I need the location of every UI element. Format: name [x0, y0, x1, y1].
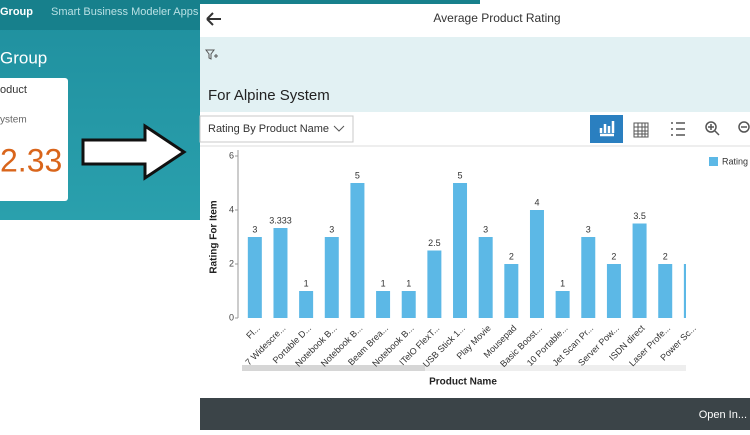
panel-subtitle: For Alpine System	[208, 87, 330, 104]
scrollbar-thumb[interactable]	[242, 365, 425, 371]
y-tick-label: 6	[229, 150, 234, 160]
zoom-out-button[interactable]	[738, 121, 750, 133]
value-label: 3	[329, 224, 334, 234]
y-tick-label: 2	[229, 258, 234, 268]
value-label: 3	[483, 224, 488, 234]
bar	[529, 210, 544, 318]
header	[200, 4, 750, 37]
bar	[555, 291, 570, 318]
bar	[453, 183, 468, 318]
legend-swatch	[709, 157, 718, 166]
zoom-in-button[interactable]	[705, 121, 717, 133]
value-label: 2	[611, 251, 616, 261]
bar	[504, 264, 519, 318]
group-tab[interactable]: Group	[0, 6, 33, 18]
y-axis-title: Rating For Item	[209, 200, 220, 273]
bar	[350, 183, 365, 318]
scrollbar[interactable]	[242, 365, 686, 371]
dropdown-caret	[333, 125, 345, 132]
tile[interactable]	[0, 78, 68, 201]
table-view-button[interactable]	[633, 122, 649, 138]
panel-title: Average Product Rating	[433, 11, 560, 25]
shell-strip	[200, 0, 480, 4]
apps-tab[interactable]: Smart Business Modeler Apps	[51, 6, 199, 18]
value-label: 1	[406, 278, 411, 288]
subheader	[200, 37, 750, 112]
group-heading: Group	[0, 48, 47, 67]
legend-button[interactable]	[671, 122, 685, 136]
arrow	[81, 123, 187, 181]
y-tick-label: 4	[229, 204, 234, 214]
bar	[299, 291, 314, 318]
bar	[324, 237, 339, 318]
value-label: 2.5	[428, 238, 441, 248]
bar	[401, 291, 416, 318]
bar	[632, 223, 647, 318]
bar	[273, 228, 288, 318]
value-label: 1	[560, 278, 565, 288]
filter-icon[interactable]	[205, 49, 218, 60]
bar	[478, 237, 493, 318]
value-label: 3	[586, 224, 591, 234]
tile-subtitle: ystem	[0, 115, 27, 126]
value-label: 5	[458, 170, 463, 180]
value-label: 3.5	[633, 211, 646, 221]
value-label: 2	[663, 251, 668, 261]
legend-label: Rating	[722, 156, 748, 166]
bar	[376, 291, 391, 318]
tile-kpi: 2.33	[0, 142, 62, 178]
value-label: 1	[381, 278, 386, 288]
open-in-button[interactable]: Open In...	[699, 409, 747, 421]
bar	[427, 250, 442, 318]
dropdown-label: Rating By Product Name	[208, 123, 329, 135]
footer	[200, 398, 750, 430]
bar	[606, 264, 621, 318]
chart-view-button[interactable]	[590, 115, 623, 143]
zoom-in-icon	[708, 124, 720, 136]
bar	[658, 264, 673, 318]
back-button[interactable]	[206, 12, 221, 26]
value-label: 5	[355, 170, 360, 180]
value-label: 1	[304, 278, 309, 288]
x-axis-title: Product Name	[429, 377, 497, 388]
bar	[683, 264, 686, 318]
dropdown[interactable]	[199, 115, 354, 143]
tile-title: oduct	[0, 84, 27, 96]
y-tick-label: 0	[229, 312, 234, 322]
value-label: 3.333	[269, 215, 292, 225]
bar	[247, 237, 262, 318]
value-label: 2	[509, 251, 514, 261]
value-label: 4	[534, 197, 539, 207]
value-label: 3	[252, 224, 257, 234]
shell-bar	[0, 0, 200, 30]
chart-icon	[599, 121, 615, 137]
bar	[581, 237, 596, 318]
